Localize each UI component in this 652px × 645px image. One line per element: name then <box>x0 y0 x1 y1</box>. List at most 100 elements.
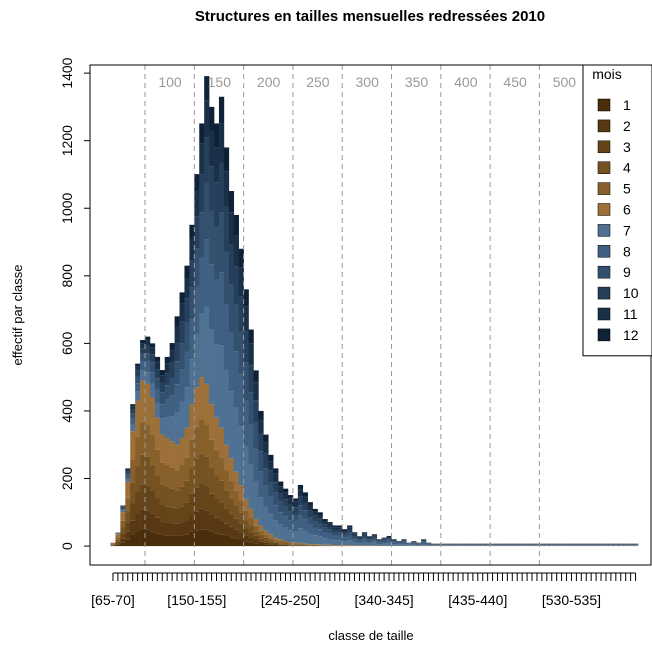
bar-segment <box>204 306 210 384</box>
bar-segment <box>297 528 304 543</box>
bar-segment <box>243 535 249 542</box>
bar-segment <box>248 542 254 547</box>
bar-segment <box>381 537 387 539</box>
bar-segment <box>238 248 244 268</box>
bar-segment <box>243 520 249 529</box>
bar-segment <box>386 543 392 546</box>
bar-segment <box>218 123 225 163</box>
bar-segment <box>204 100 210 138</box>
bar-segment <box>199 419 205 454</box>
bar-segment <box>292 544 299 545</box>
bar-segment <box>154 533 161 547</box>
bar-segment <box>312 527 318 536</box>
bar-segment <box>401 541 407 543</box>
bar-segment <box>287 504 294 512</box>
bar-segment <box>145 372 151 384</box>
bar-segment <box>357 536 363 538</box>
bar-segment <box>347 535 353 541</box>
legend-title: mois <box>592 66 622 82</box>
bar-segment <box>243 498 249 511</box>
bar-segment <box>149 383 156 398</box>
bar-segment <box>283 516 289 528</box>
bar-segment <box>396 542 402 544</box>
bar-segment <box>218 345 225 428</box>
bar-segment <box>278 524 284 540</box>
bar-segment <box>416 544 422 546</box>
bar-segment <box>145 336 151 341</box>
bar-segment <box>130 404 136 407</box>
bar-segment <box>120 505 126 507</box>
bar-segment <box>292 543 299 545</box>
bar-segment <box>189 493 195 515</box>
bar-segment <box>322 527 328 533</box>
bar-segment <box>120 538 126 543</box>
bar-segment <box>194 458 200 488</box>
reference-label: 400 <box>454 74 478 90</box>
bar-segment <box>371 542 378 546</box>
bar-segment <box>218 534 225 547</box>
bar-segment <box>204 383 210 425</box>
bar-segment <box>258 471 264 498</box>
reference-label: 200 <box>257 74 281 90</box>
bar-segment <box>184 480 190 503</box>
bar-segment <box>120 542 126 547</box>
bar-segment <box>238 296 244 332</box>
bar-segment <box>154 449 161 476</box>
bar-segment <box>297 542 304 544</box>
bar-segment <box>421 539 427 540</box>
bar-segment <box>337 529 343 533</box>
bar-segment <box>302 544 308 545</box>
bar-segment <box>184 457 190 481</box>
x-tick-label: [245-250] <box>261 592 320 608</box>
bar-segment <box>352 534 358 537</box>
bar-segment <box>218 457 225 481</box>
reference-label: 100 <box>158 74 182 90</box>
bar-segment <box>342 537 348 542</box>
bar-segment <box>204 183 210 240</box>
bar-segment <box>376 539 382 540</box>
bar-segment <box>361 533 368 535</box>
bar-segment <box>253 540 259 544</box>
bar-segment <box>406 545 412 546</box>
bar-segment <box>278 543 284 545</box>
bar-segment <box>179 522 185 536</box>
bar-segment <box>199 483 205 509</box>
bar-segment <box>278 493 284 502</box>
bar-segment <box>169 441 175 468</box>
legend-label: 2 <box>623 118 631 134</box>
bar-segment <box>214 475 220 499</box>
bar-segment <box>263 544 269 547</box>
bar-segment <box>258 530 264 535</box>
bar-segment <box>135 513 141 532</box>
bar-segment <box>253 531 259 536</box>
bar-segment <box>120 507 126 510</box>
bar-segment <box>233 304 239 352</box>
bar-segment <box>292 542 299 544</box>
bar-segment <box>140 421 146 455</box>
bar-segment <box>381 543 387 546</box>
bar-segment <box>376 540 382 542</box>
bar-segment <box>233 490 239 506</box>
bar-segment <box>174 326 180 343</box>
bar-segment <box>228 497 235 514</box>
bar-segment <box>411 541 417 543</box>
bar-segment <box>371 536 378 539</box>
y-tick-label: 1400 <box>59 57 75 88</box>
bar-segment <box>159 370 166 376</box>
bar-segment <box>204 456 210 486</box>
bar-segment <box>169 416 175 442</box>
bar-segment <box>283 488 289 493</box>
bar-segment <box>376 541 382 543</box>
bar-segment <box>115 534 121 538</box>
bar-segment <box>273 520 279 538</box>
bar-segment <box>366 537 373 540</box>
bar-segment <box>307 524 313 534</box>
bar-segment <box>357 543 363 546</box>
bar-segment <box>258 497 264 526</box>
bar-segment <box>273 541 279 543</box>
bar-segment <box>214 417 220 450</box>
bar-segment <box>110 542 116 544</box>
bar-segment <box>337 532 343 536</box>
bar-segment <box>154 475 161 499</box>
bar-segment <box>223 251 230 305</box>
